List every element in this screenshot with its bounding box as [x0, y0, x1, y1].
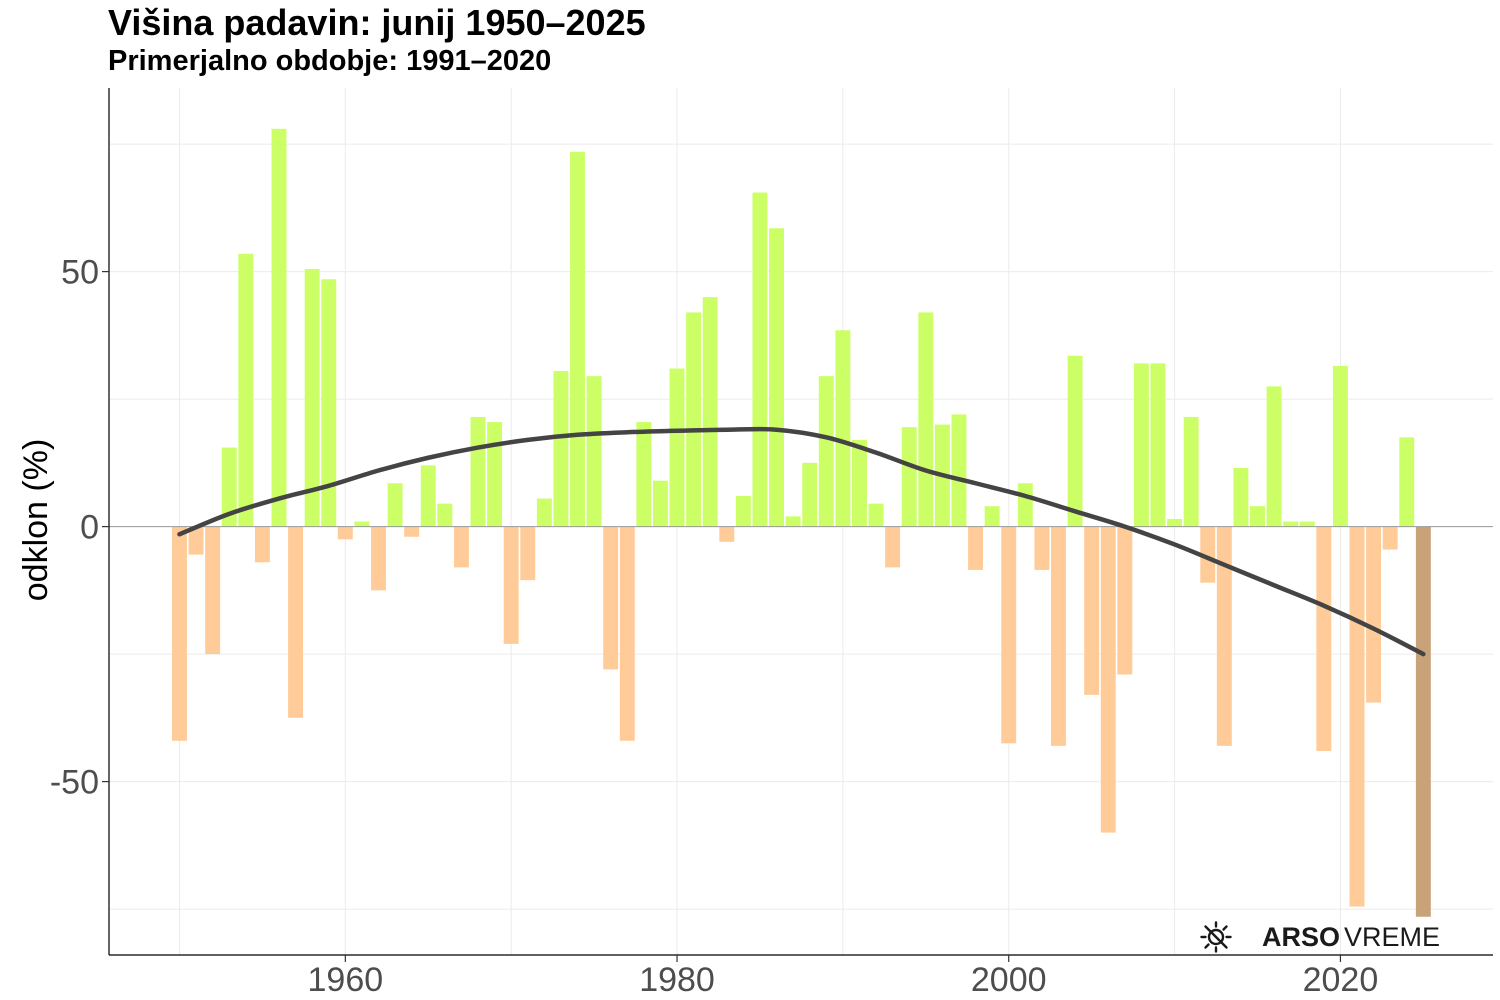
- bar-1955: [254, 526, 270, 563]
- bar-1958: [304, 269, 320, 527]
- bar-2025: [1415, 526, 1431, 917]
- weather-sun-icon: [1200, 921, 1232, 953]
- bars: [172, 128, 1431, 917]
- bar-2004: [1067, 355, 1083, 527]
- bar-2001: [1017, 483, 1033, 527]
- bar-1973: [553, 371, 569, 527]
- bar-1987: [785, 516, 801, 527]
- bar-1966: [437, 503, 453, 527]
- bar-1962: [371, 526, 386, 591]
- bar-2018: [1299, 521, 1315, 527]
- bar-1953: [221, 447, 237, 527]
- bar-1970: [503, 526, 519, 644]
- bar-1951: [188, 526, 204, 555]
- bar-1957: [288, 526, 304, 718]
- x-tick-label: 1980: [639, 961, 715, 999]
- bar-1954: [238, 253, 254, 527]
- bar-2016: [1266, 386, 1282, 527]
- bar-2013: [1216, 526, 1232, 746]
- bar-2000: [1001, 526, 1017, 744]
- bar-1976: [603, 526, 619, 670]
- bar-1993: [885, 526, 901, 568]
- y-axis: -50 0 50: [50, 254, 109, 802]
- bar-1972: [536, 498, 552, 527]
- bar-1975: [586, 376, 602, 527]
- arso-vreme-logo: ARSO VREME: [1200, 917, 1440, 957]
- bar-2021: [1349, 526, 1365, 907]
- bar-1956: [271, 128, 287, 527]
- bar-2022: [1366, 526, 1382, 703]
- bar-2024: [1399, 437, 1415, 527]
- bar-2008: [1133, 363, 1149, 527]
- bar-1997: [951, 414, 967, 527]
- chart-title: Višina padavin: junij 1950–2025: [108, 2, 646, 43]
- bar-1969: [487, 422, 503, 527]
- bar-2015: [1250, 506, 1265, 527]
- bar-1990: [835, 330, 851, 527]
- bar-2006: [1100, 526, 1116, 833]
- x-axis: 1960 1980 2000 2020: [308, 955, 1379, 999]
- bar-1989: [818, 376, 834, 527]
- bar-1978: [636, 422, 652, 527]
- bar-1968: [470, 416, 486, 527]
- bar-1988: [802, 462, 818, 527]
- bar-2017: [1283, 521, 1299, 527]
- bar-2003: [1051, 526, 1066, 746]
- logo-text-bold: ARSO: [1262, 921, 1341, 952]
- bar-1977: [619, 526, 635, 741]
- bar-1964: [404, 526, 420, 537]
- bar-1999: [984, 506, 1000, 527]
- bar-1992: [868, 503, 884, 527]
- bar-1971: [520, 526, 536, 581]
- bar-2023: [1382, 526, 1398, 550]
- y-axis-title: odklon (%): [17, 439, 55, 602]
- y-tick-label: 0: [80, 509, 99, 547]
- bar-1974: [570, 151, 585, 527]
- bar-1998: [968, 526, 984, 570]
- bar-1979: [652, 480, 668, 527]
- chart-subtitle: Primerjalno obdobje: 1991–2020: [108, 45, 552, 77]
- bar-1960: [337, 526, 353, 540]
- bar-1983: [719, 526, 735, 542]
- bar-2019: [1316, 526, 1332, 751]
- bar-1965: [420, 465, 436, 527]
- x-tick-label: 2020: [1303, 961, 1379, 999]
- bar-1995: [918, 312, 934, 527]
- bar-1952: [205, 526, 221, 655]
- bar-2010: [1167, 518, 1183, 527]
- bar-2007: [1117, 526, 1133, 675]
- x-tick-label: 2000: [971, 961, 1047, 999]
- bar-2005: [1084, 526, 1100, 695]
- bar-1961: [354, 521, 370, 527]
- bar-1986: [769, 228, 785, 527]
- bar-1963: [387, 483, 403, 527]
- bar-2012: [1200, 526, 1216, 583]
- bar-1982: [702, 297, 718, 527]
- bar-1967: [453, 526, 469, 568]
- bar-1985: [752, 192, 768, 527]
- bar-1984: [735, 496, 751, 527]
- bar-1950: [172, 526, 187, 741]
- x-tick-label: 1960: [308, 961, 384, 999]
- bar-2020: [1332, 365, 1348, 527]
- bar-1994: [901, 427, 917, 527]
- bar-1959: [321, 279, 337, 527]
- bar-2002: [1034, 526, 1050, 570]
- bar-2009: [1150, 363, 1166, 527]
- logo-text-light: VREME: [1344, 921, 1441, 952]
- trend-line: [177, 426, 1426, 657]
- y-tick-label: 50: [61, 254, 99, 292]
- y-tick-label: -50: [50, 764, 99, 802]
- bar-1981: [686, 312, 702, 527]
- bar-2014: [1233, 467, 1249, 527]
- bar-2011: [1183, 416, 1199, 527]
- bar-1991: [851, 439, 867, 527]
- bar-1980: [669, 368, 685, 527]
